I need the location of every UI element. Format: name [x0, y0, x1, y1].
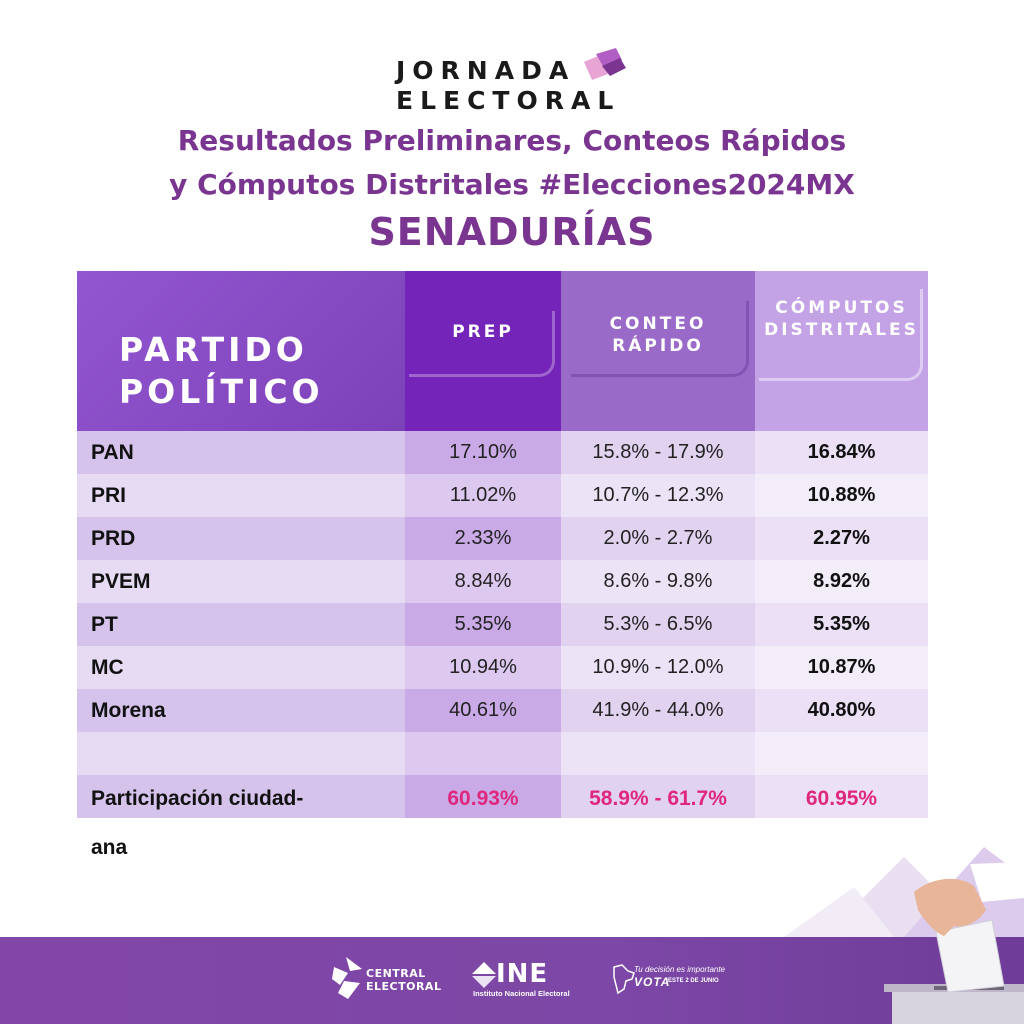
party-name: PVEM — [77, 560, 405, 603]
table-header: PARTIDO POLÍTICO PREP CONTEO RÁPIDO CÓMP… — [77, 271, 928, 431]
conteo-value: 8.6% - 9.8% — [561, 560, 755, 603]
header-computos: CÓMPUTOS DISTRITALES — [755, 271, 928, 431]
header-conteo-line1: CONTEO — [609, 314, 707, 334]
vota-logo: Tu decisión es importante VOTA ESTE 2 DE… — [612, 959, 726, 1003]
vota-line1: Tu decisión es importante — [634, 965, 726, 974]
empty-row — [77, 732, 928, 775]
central-electoral-logo: CENTRAL ELECTORAL — [330, 955, 441, 1005]
ballot-check-icon — [584, 48, 626, 80]
participation-label-wrap: ana — [91, 836, 128, 859]
participation-computos: 60.95% — [805, 787, 878, 810]
mexico-map-icon — [613, 964, 635, 995]
prep-value: 11.02% — [405, 474, 561, 517]
tab-decoration — [409, 311, 555, 377]
header-prep: PREP — [405, 271, 561, 431]
participation-row: Participación ciudad- 60.93% 58.9% - 61.… — [77, 775, 928, 818]
prep-value: 5.35% — [405, 603, 561, 646]
participation-prep: 60.93% — [447, 787, 519, 810]
prep-value: 17.10% — [405, 431, 561, 474]
table-row: PRD 2.33% 2.0% - 2.7% 2.27% — [77, 517, 928, 560]
header-computos-line1: CÓMPUTOS — [775, 298, 908, 318]
hand-ballot-illustration — [884, 862, 1024, 1024]
logo-line-2: ELECTORAL — [396, 86, 621, 115]
logo-line-1: JORNADA — [396, 56, 576, 85]
header-prep-label: PREP — [452, 322, 514, 342]
conteo-value: 5.3% - 6.5% — [561, 603, 755, 646]
computos-value: 5.35% — [755, 603, 928, 646]
prep-value: 40.61% — [405, 689, 561, 732]
header-party: PARTIDO POLÍTICO — [77, 271, 405, 431]
party-name: PRI — [77, 474, 405, 517]
party-name: MC — [77, 646, 405, 689]
conteo-value: 15.8% - 17.9% — [561, 431, 755, 474]
footer-bar: CENTRAL ELECTORAL INE Instituto Nacional… — [0, 937, 1024, 1024]
computos-value: 40.80% — [755, 689, 928, 732]
party-name: Morena — [77, 689, 405, 732]
prep-value: 10.94% — [405, 646, 561, 689]
header-conteo-line2: RÁPIDO — [612, 336, 704, 356]
computos-value: 10.88% — [755, 474, 928, 517]
conteo-value: 10.9% - 12.0% — [561, 646, 755, 689]
table-row: Morena 40.61% 41.9% - 44.0% 40.80% — [77, 689, 928, 732]
conteo-value: 10.7% - 12.3% — [561, 474, 755, 517]
prep-value: 2.33% — [405, 517, 561, 560]
computos-value: 10.87% — [755, 646, 928, 689]
header-party-line1: PARTIDO — [119, 330, 308, 369]
computos-value: 16.84% — [755, 431, 928, 474]
table-row: PRI 11.02% 10.7% - 12.3% 10.88% — [77, 474, 928, 517]
party-name: PAN — [77, 431, 405, 474]
ine-subtitle: Instituto Nacional Electoral — [473, 989, 570, 998]
header-computos-line2: DISTRITALES — [764, 320, 919, 340]
computos-value: 2.27% — [755, 517, 928, 560]
ine-text: INE — [496, 959, 549, 989]
ine-logo: INE Instituto Nacional Electoral — [470, 959, 580, 1004]
party-name: PRD — [77, 517, 405, 560]
header-conteo: CONTEO RÁPIDO — [561, 271, 755, 431]
central-electoral-icon — [332, 957, 362, 999]
table-row: PT 5.35% 5.3% - 6.5% 5.35% — [77, 603, 928, 646]
central-line2: ELECTORAL — [366, 980, 442, 993]
participation-conteo: 58.9% - 61.7% — [589, 787, 727, 810]
header-party-line2: POLÍTICO — [119, 372, 324, 411]
computos-value: 8.92% — [755, 560, 928, 603]
participation-label: Participación ciudad- — [77, 775, 405, 818]
conteo-value: 2.0% - 2.7% — [561, 517, 755, 560]
title-line-2: y Cómputos Distritales #Elecciones2024MX — [169, 168, 855, 201]
jornada-electoral-logo: JORNADA ELECTORAL — [396, 48, 636, 118]
ine-icon — [472, 962, 496, 988]
party-name: PT — [77, 603, 405, 646]
tab-decoration — [571, 301, 749, 377]
table-row: PVEM 8.84% 8.6% - 9.8% 8.92% — [77, 560, 928, 603]
prep-value: 8.84% — [405, 560, 561, 603]
vota-line3: ESTE 2 DE JUNIO — [668, 978, 719, 984]
table-row: PAN 17.10% 15.8% - 17.9% 16.84% — [77, 431, 928, 474]
tab-decoration — [759, 289, 923, 381]
title-line-1: Resultados Preliminares, Conteos Rápidos — [177, 124, 847, 157]
conteo-value: 41.9% - 44.0% — [561, 689, 755, 732]
table-row: MC 10.94% 10.9% - 12.0% 10.87% — [77, 646, 928, 689]
section-title: SENADURÍAS — [368, 210, 656, 254]
central-line1: CENTRAL — [366, 967, 426, 980]
results-table: PARTIDO POLÍTICO PREP CONTEO RÁPIDO CÓMP… — [77, 271, 928, 818]
vota-line2: VOTA — [634, 975, 671, 989]
